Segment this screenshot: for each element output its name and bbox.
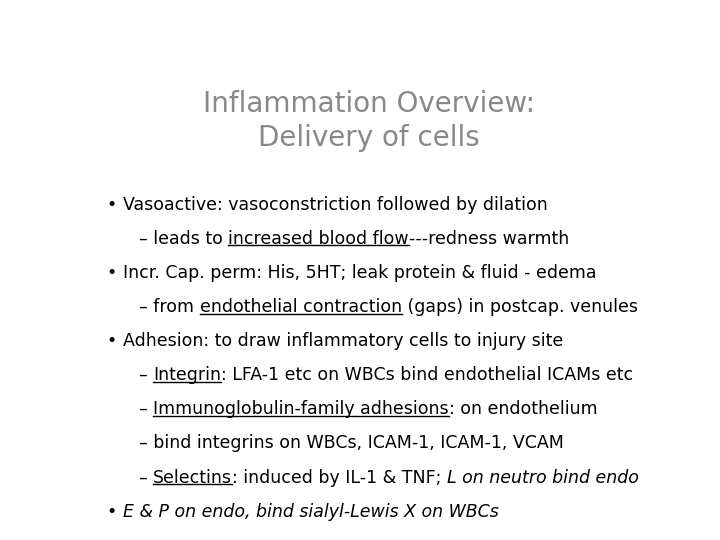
Text: –: –	[139, 469, 153, 487]
Text: ---redness warmth: ---redness warmth	[409, 230, 570, 248]
Text: Inflammation Overview:
Delivery of cells: Inflammation Overview: Delivery of cells	[203, 90, 535, 152]
Text: •: •	[106, 196, 117, 214]
Text: •: •	[106, 332, 117, 350]
Text: Immunoglobulin-family adhesions: Immunoglobulin-family adhesions	[153, 400, 449, 418]
Text: – leads to: – leads to	[139, 230, 228, 248]
Text: Selectins: Selectins	[153, 469, 233, 487]
Text: : on endothelium: : on endothelium	[449, 400, 598, 418]
Text: increased blood flow: increased blood flow	[228, 230, 409, 248]
Text: E & P on endo, bind sialyl-Lewis X on WBCs: E & P on endo, bind sialyl-Lewis X on WB…	[124, 503, 499, 521]
Text: –: –	[139, 366, 153, 384]
Text: L on neutro bind endo: L on neutro bind endo	[447, 469, 639, 487]
Text: : induced by IL-1 & TNF;: : induced by IL-1 & TNF;	[233, 469, 447, 487]
Text: (gaps) in postcap. venules: (gaps) in postcap. venules	[402, 298, 638, 316]
Text: endothelial contraction: endothelial contraction	[199, 298, 402, 316]
Text: Adhesion: to draw inflammatory cells to injury site: Adhesion: to draw inflammatory cells to …	[124, 332, 564, 350]
Text: – bind integrins on WBCs, ICAM-1, ICAM-1, VCAM: – bind integrins on WBCs, ICAM-1, ICAM-1…	[139, 435, 564, 453]
Text: –: –	[139, 400, 153, 418]
Text: Incr. Cap. perm: His, 5HT; leak protein & fluid - edema: Incr. Cap. perm: His, 5HT; leak protein …	[124, 264, 597, 282]
Text: : LFA-1 etc on WBCs bind endothelial ICAMs etc: : LFA-1 etc on WBCs bind endothelial ICA…	[221, 366, 634, 384]
Text: •: •	[106, 264, 117, 282]
Text: Vasoactive: vasoconstriction followed by dilation: Vasoactive: vasoconstriction followed by…	[124, 196, 548, 214]
Text: Integrin: Integrin	[153, 366, 221, 384]
Text: •: •	[106, 503, 117, 521]
Text: – from: – from	[139, 298, 199, 316]
